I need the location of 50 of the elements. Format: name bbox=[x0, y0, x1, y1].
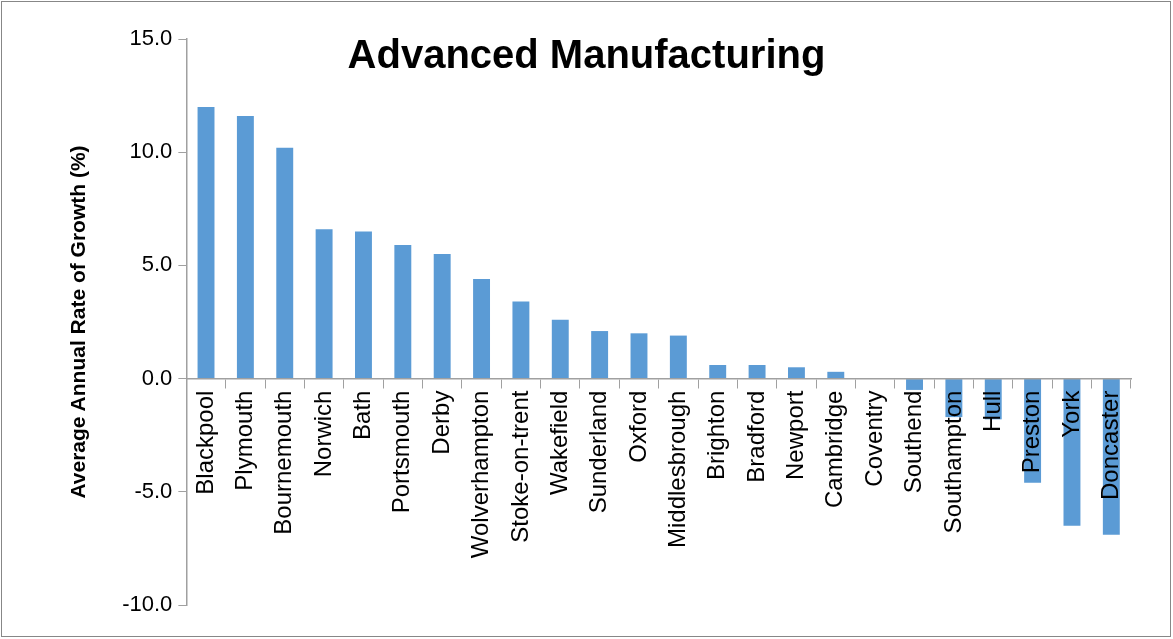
y-tick-label: -5.0 bbox=[134, 477, 173, 503]
chart-title: Advanced Manufacturing bbox=[347, 31, 826, 77]
x-tick-label: Wakefield bbox=[544, 390, 572, 496]
bar bbox=[709, 365, 727, 379]
y-tick-label: -10.0 bbox=[122, 591, 173, 617]
y-axis-title: Average Annual Rate of Growth (%) bbox=[66, 145, 90, 499]
bar bbox=[433, 254, 451, 379]
x-tick-label: Bradford bbox=[741, 390, 769, 483]
bar bbox=[630, 333, 648, 379]
x-tick-label: Hull bbox=[977, 390, 1005, 432]
x-tick-label: Newport bbox=[781, 390, 809, 480]
y-tick-label: 5.0 bbox=[141, 251, 173, 277]
x-tick-label: Derby bbox=[426, 390, 454, 455]
bar bbox=[236, 115, 254, 379]
x-tick-label: Southend bbox=[899, 390, 927, 494]
x-tick-label: Portsmouth bbox=[387, 390, 415, 514]
bar bbox=[591, 331, 609, 379]
x-tick-label: Brighton bbox=[702, 390, 730, 480]
bar bbox=[827, 371, 845, 379]
x-tick-label: Blackpool bbox=[190, 390, 218, 495]
x-tick-label: York bbox=[1056, 389, 1084, 438]
bar bbox=[197, 106, 215, 379]
y-tick-label: 10.0 bbox=[129, 138, 173, 164]
bar bbox=[276, 147, 294, 379]
bar bbox=[551, 319, 569, 379]
x-tick-label: Coventry bbox=[859, 390, 887, 487]
x-tick-label: Preston bbox=[1017, 390, 1045, 474]
bar bbox=[906, 379, 923, 390]
x-tick-label: Doncaster bbox=[1095, 390, 1123, 500]
y-tick-label: 0.0 bbox=[141, 364, 173, 390]
x-tick-label: Wolverhampton bbox=[466, 390, 494, 559]
x-tick-label: Stoke-on-trent bbox=[505, 390, 533, 543]
x-tick-label: Bath bbox=[348, 390, 376, 440]
bar bbox=[394, 245, 412, 379]
x-tick-label: Oxford bbox=[623, 390, 651, 463]
bar bbox=[473, 278, 491, 379]
x-tick-label: Plymouth bbox=[230, 390, 258, 491]
x-tick-label: Cambridge bbox=[820, 390, 848, 508]
x-tick-label: Sunderland bbox=[584, 390, 612, 514]
bar bbox=[748, 365, 766, 379]
bar bbox=[512, 301, 530, 379]
bar bbox=[355, 231, 372, 379]
x-tick-label: Norwich bbox=[308, 390, 336, 478]
x-tick-label: Southampton bbox=[938, 390, 966, 534]
x-tick-label: Bournemouth bbox=[269, 390, 297, 535]
bar bbox=[669, 335, 687, 379]
bar bbox=[315, 229, 333, 379]
bar bbox=[787, 367, 805, 379]
y-tick-label: 15.0 bbox=[129, 25, 173, 51]
x-tick-label: Middlesbrough bbox=[662, 390, 690, 549]
